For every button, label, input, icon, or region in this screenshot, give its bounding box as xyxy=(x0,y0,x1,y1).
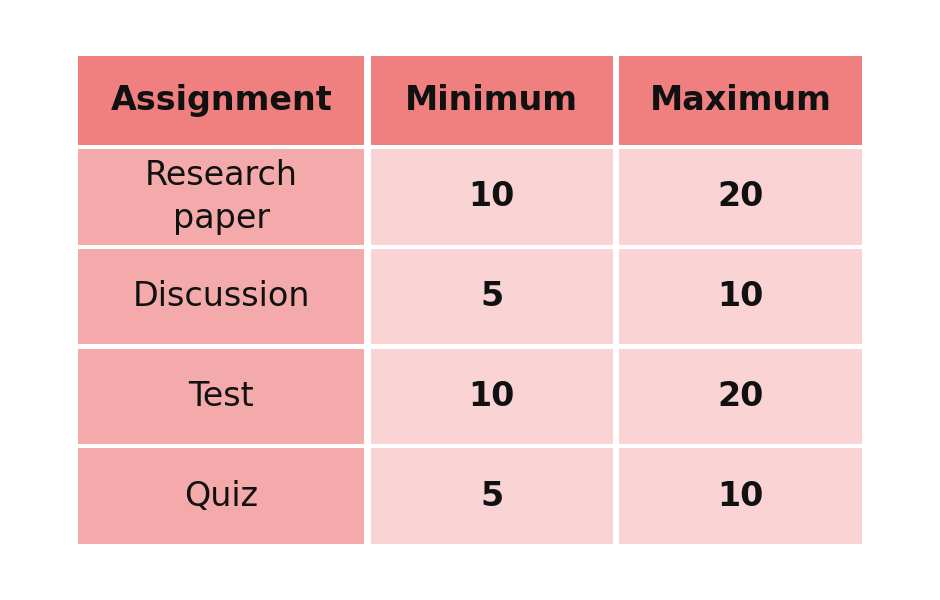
FancyBboxPatch shape xyxy=(619,149,861,245)
FancyBboxPatch shape xyxy=(79,349,364,444)
Text: Research
paper: Research paper xyxy=(145,158,298,235)
FancyBboxPatch shape xyxy=(79,448,364,544)
Text: 5: 5 xyxy=(480,479,503,512)
Text: 10: 10 xyxy=(468,181,515,214)
Text: 10: 10 xyxy=(717,280,763,313)
Text: Maximum: Maximum xyxy=(650,84,831,117)
FancyBboxPatch shape xyxy=(370,56,613,145)
Text: 5: 5 xyxy=(480,280,503,313)
Text: 20: 20 xyxy=(717,181,763,214)
FancyBboxPatch shape xyxy=(619,448,861,544)
FancyBboxPatch shape xyxy=(79,56,364,145)
Text: Assignment: Assignment xyxy=(110,84,332,117)
Text: Quiz: Quiz xyxy=(184,479,258,512)
FancyBboxPatch shape xyxy=(619,56,861,145)
Text: 10: 10 xyxy=(468,380,515,413)
FancyBboxPatch shape xyxy=(619,349,861,444)
FancyBboxPatch shape xyxy=(79,249,364,344)
Text: Discussion: Discussion xyxy=(133,280,310,313)
FancyBboxPatch shape xyxy=(370,249,613,344)
FancyBboxPatch shape xyxy=(370,448,613,544)
Text: Minimum: Minimum xyxy=(405,84,578,117)
FancyBboxPatch shape xyxy=(79,149,364,245)
Text: Test: Test xyxy=(188,380,254,413)
FancyBboxPatch shape xyxy=(370,349,613,444)
Text: 20: 20 xyxy=(717,380,763,413)
Text: 10: 10 xyxy=(717,479,763,512)
FancyBboxPatch shape xyxy=(370,149,613,245)
FancyBboxPatch shape xyxy=(619,249,861,344)
